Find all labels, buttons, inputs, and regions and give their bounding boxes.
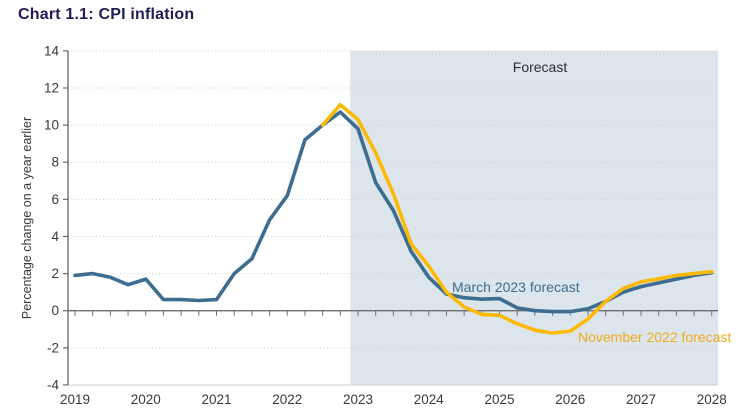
y-tick-label-10: 10 <box>44 118 59 133</box>
y-tick-label--4: -4 <box>47 377 59 392</box>
x-tick-label-2026: 2026 <box>555 392 585 407</box>
x-tick-label-2020: 2020 <box>131 392 161 407</box>
x-tick-label-2023: 2023 <box>343 392 373 407</box>
y-tick-label-6: 6 <box>51 192 59 207</box>
chart-title: Chart 1.1: CPI inflation <box>18 6 195 23</box>
y-axis-title: Percentage change on a year earlier <box>20 117 34 319</box>
y-tick-label-8: 8 <box>51 155 59 170</box>
y-tick-label-14: 14 <box>44 43 60 58</box>
x-tick-label-2025: 2025 <box>484 392 514 407</box>
series-line-november-2022 <box>320 102 714 335</box>
november-label: November 2022 forecast <box>578 329 731 345</box>
x-tick-label-2019: 2019 <box>60 392 90 407</box>
y-tick-label-4: 4 <box>51 229 59 244</box>
y-tick-label-12: 12 <box>44 80 59 95</box>
y-tick-label--2: -2 <box>47 340 59 355</box>
x-tick-label-2022: 2022 <box>272 392 302 407</box>
y-tick-label-0: 0 <box>51 303 59 318</box>
x-tick-label-2024: 2024 <box>414 392 445 407</box>
x-tick-label-2028: 2028 <box>697 392 727 407</box>
forecast-label: Forecast <box>513 59 568 75</box>
march-label: March 2023 forecast <box>452 279 580 295</box>
y-tick-label-2: 2 <box>51 266 59 281</box>
x-tick-label-2021: 2021 <box>201 392 231 407</box>
x-tick-label-2027: 2027 <box>626 392 656 407</box>
